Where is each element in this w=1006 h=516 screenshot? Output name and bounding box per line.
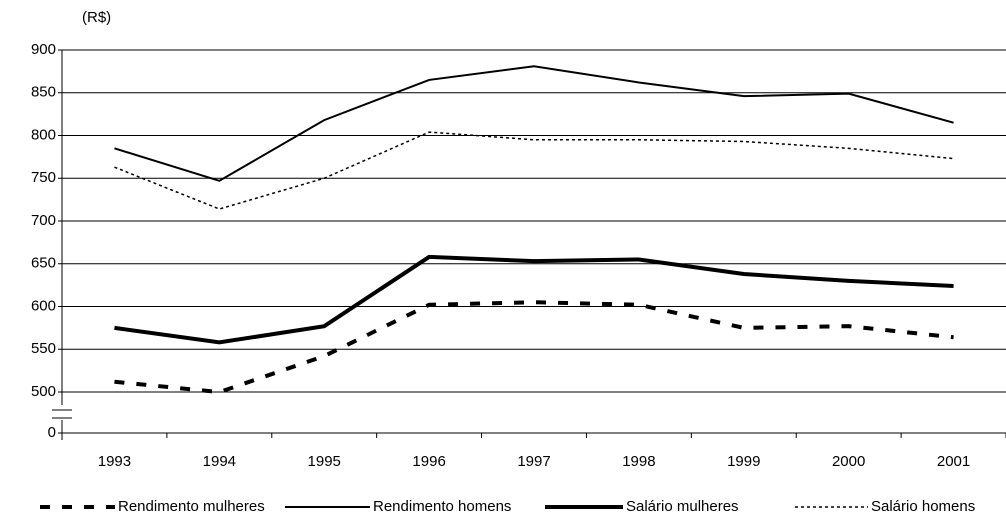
y-tick-label: 850 <box>31 84 56 101</box>
y-tick-label: 750 <box>31 169 56 186</box>
y-tick-label: 700 <box>31 212 56 229</box>
line-series <box>114 300 954 395</box>
x-tick-label: 2000 <box>832 453 865 470</box>
y-tick-label: 550 <box>31 340 56 357</box>
x-tick-label: 1996 <box>412 453 445 470</box>
line-series <box>114 254 954 345</box>
y-tick-label: 500 <box>31 383 56 400</box>
legend-label: Salário homens <box>871 498 975 515</box>
y-tick-label: 900 <box>31 41 56 58</box>
x-tick-label: 1994 <box>203 453 236 470</box>
x-tick-label: 1995 <box>308 453 341 470</box>
y-tick-label: 0 <box>48 424 56 441</box>
y-tick-label: 650 <box>31 255 56 272</box>
legend-label: Salário mulheres <box>626 498 739 515</box>
y-tick-label: 600 <box>31 297 56 314</box>
line-series <box>114 65 954 182</box>
line-series <box>114 131 954 210</box>
y-axis-label: (R$) <box>82 9 111 26</box>
x-tick-label: 2001 <box>937 453 970 470</box>
x-tick-label: 1997 <box>517 453 550 470</box>
x-tick-label: 1998 <box>622 453 655 470</box>
x-tick-label: 1993 <box>98 453 131 470</box>
legend-label: Rendimento homens <box>373 498 511 515</box>
legend-label: Rendimento mulheres <box>118 498 265 515</box>
x-tick-label: 1999 <box>727 453 760 470</box>
y-tick-label: 800 <box>31 126 56 143</box>
